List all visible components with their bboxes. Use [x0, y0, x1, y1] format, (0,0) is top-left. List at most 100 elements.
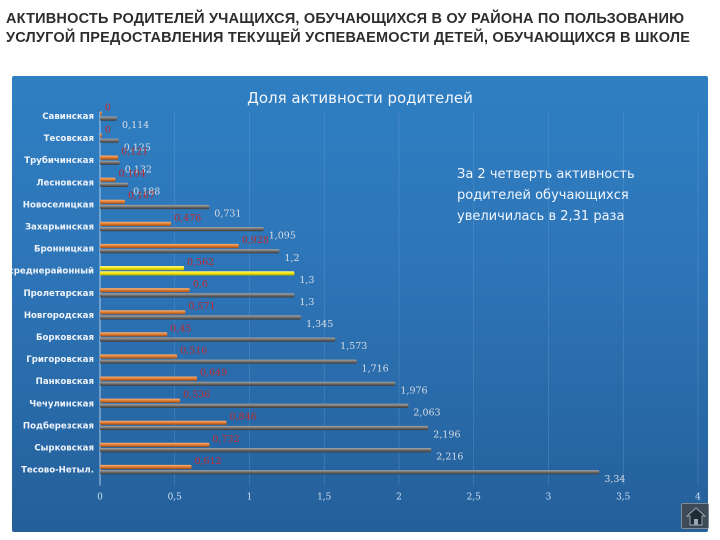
- data-label-prev: 0,732: [212, 434, 239, 445]
- data-label-prev: 0,536: [183, 390, 210, 401]
- bar-curr: [100, 425, 429, 431]
- data-label-prev: 0,104: [119, 169, 146, 180]
- data-label-curr: 1,3: [299, 297, 314, 308]
- data-label-curr: 2,196: [433, 430, 460, 441]
- bar-prev: [100, 133, 102, 138]
- bar-prev: [100, 266, 185, 271]
- data-label-prev: 0,928: [242, 235, 269, 246]
- category-label: среднерайонный: [12, 267, 94, 277]
- bar-prev: [100, 288, 190, 293]
- bar-curr: [100, 160, 120, 165]
- bar-prev: [100, 243, 239, 249]
- bar-prev: [100, 398, 181, 403]
- bar-prev: [100, 155, 119, 160]
- bar-prev: [100, 376, 198, 381]
- category-label: Тесовская: [44, 134, 94, 144]
- data-label-curr: 1,095: [269, 231, 296, 242]
- data-label-prev: 0: [105, 102, 111, 113]
- data-label-curr: 3,34: [604, 474, 625, 485]
- home-icon: [686, 507, 706, 526]
- bar-curr: [100, 227, 264, 232]
- x-tick-label: 0: [97, 493, 103, 503]
- data-label-prev: 0,6: [193, 279, 208, 290]
- data-label-curr: 1,2: [284, 253, 299, 264]
- category-label: Новгородская: [24, 311, 94, 321]
- category-label: Панковская: [36, 377, 94, 387]
- bar-curr: [100, 381, 396, 386]
- x-tick-label: 2,5: [467, 493, 482, 503]
- chart-title: Доля активности родителей: [247, 89, 473, 107]
- x-tick-label: 0,5: [168, 493, 183, 503]
- bar-curr: [100, 359, 357, 364]
- category-label: Новоселицкая: [23, 200, 94, 210]
- bar-curr: [100, 448, 432, 453]
- bar-prev: [100, 354, 178, 359]
- category-label: Чечулинская: [29, 399, 94, 409]
- data-label-prev: 0,45: [170, 323, 191, 334]
- bar-prev: [100, 442, 210, 447]
- data-label-curr: 2,063: [413, 408, 440, 419]
- category-label: Пролетарская: [23, 289, 94, 299]
- bar-curr: [100, 315, 302, 320]
- bar-prev: [100, 332, 168, 337]
- bar-curr: [100, 204, 210, 210]
- category-label: Борковская: [36, 333, 94, 343]
- data-label-curr: 1,3: [299, 275, 314, 286]
- data-label-prev: 0,121: [121, 147, 148, 158]
- category-label: Савинская: [42, 112, 94, 122]
- data-label-prev: 0,649: [200, 368, 227, 379]
- category-label: Захарьинская: [25, 223, 94, 233]
- bar-curr: [100, 116, 118, 121]
- x-tick-label: 3: [546, 493, 552, 503]
- data-label-curr: 1,716: [362, 363, 389, 374]
- bar-prev: [100, 111, 102, 116]
- bar-curr: [100, 470, 600, 475]
- data-label-prev: 0,516: [180, 345, 207, 356]
- category-label: Тесово-Нетыл.: [21, 466, 94, 476]
- data-label-prev: 0,476: [174, 213, 201, 224]
- bar-curr: [100, 138, 119, 143]
- data-label-prev: 0: [105, 124, 111, 135]
- bar-curr: [100, 182, 129, 187]
- data-label-curr: 2,216: [436, 452, 463, 463]
- bar-curr: [100, 293, 295, 298]
- bar-curr: [100, 249, 280, 254]
- bar-prev: [100, 464, 192, 470]
- data-label-prev: 0,167: [128, 191, 155, 202]
- callout-text: За 2 четверть активность родителей обуча…: [457, 167, 635, 224]
- category-label: Бронницкая: [34, 245, 94, 255]
- data-label-curr: 1,976: [400, 385, 427, 396]
- data-label-curr: 0,132: [125, 164, 152, 175]
- bar-prev: [100, 177, 116, 182]
- chart-panel: Доля активности родителей 0 0,5 1 1,5 2 2,5 3 3…: [12, 76, 708, 532]
- category-label: Трубичинская: [24, 155, 94, 166]
- bar-prev: [100, 199, 125, 204]
- data-label-curr: 0,114: [122, 120, 149, 131]
- bar-prev: [100, 221, 172, 226]
- bar-prev: [100, 420, 227, 425]
- x-tick-label: 1,5: [317, 493, 332, 503]
- bar-chart: Доля активности родителей 0 0,5 1 1,5 2 2,5 3 3…: [12, 89, 701, 503]
- category-label: Лесновская: [36, 178, 94, 188]
- home-button[interactable]: [681, 503, 709, 529]
- data-label-curr: 0,731: [214, 209, 241, 220]
- data-label-prev: 0,562: [187, 257, 214, 268]
- data-label-prev: 0,846: [229, 412, 256, 423]
- x-tick-label: 3,5: [616, 493, 631, 503]
- x-tick-label: 2: [396, 493, 402, 503]
- data-label-curr: 1,573: [340, 341, 367, 352]
- data-label-prev: 0,612: [194, 456, 221, 467]
- category-label: Григоровская: [26, 355, 94, 365]
- bar-prev: [100, 310, 186, 315]
- data-label-curr: 0,125: [124, 142, 151, 153]
- bar-curr: [100, 403, 409, 408]
- data-label-prev: 0,571: [188, 301, 215, 312]
- category-label: Подберезская: [23, 420, 94, 431]
- slide-title: АКТИВНОСТЬ РОДИТЕЛЕЙ УЧАЩИХСЯ, ОБУЧАЮЩИХ…: [6, 11, 691, 46]
- bar-curr: [100, 271, 295, 276]
- data-label-curr: 0,188: [133, 187, 160, 198]
- data-label-curr: 1,345: [306, 319, 333, 330]
- bar-curr: [100, 337, 336, 342]
- x-tick-label: 1: [247, 493, 253, 503]
- category-label: Сырковская: [34, 444, 94, 454]
